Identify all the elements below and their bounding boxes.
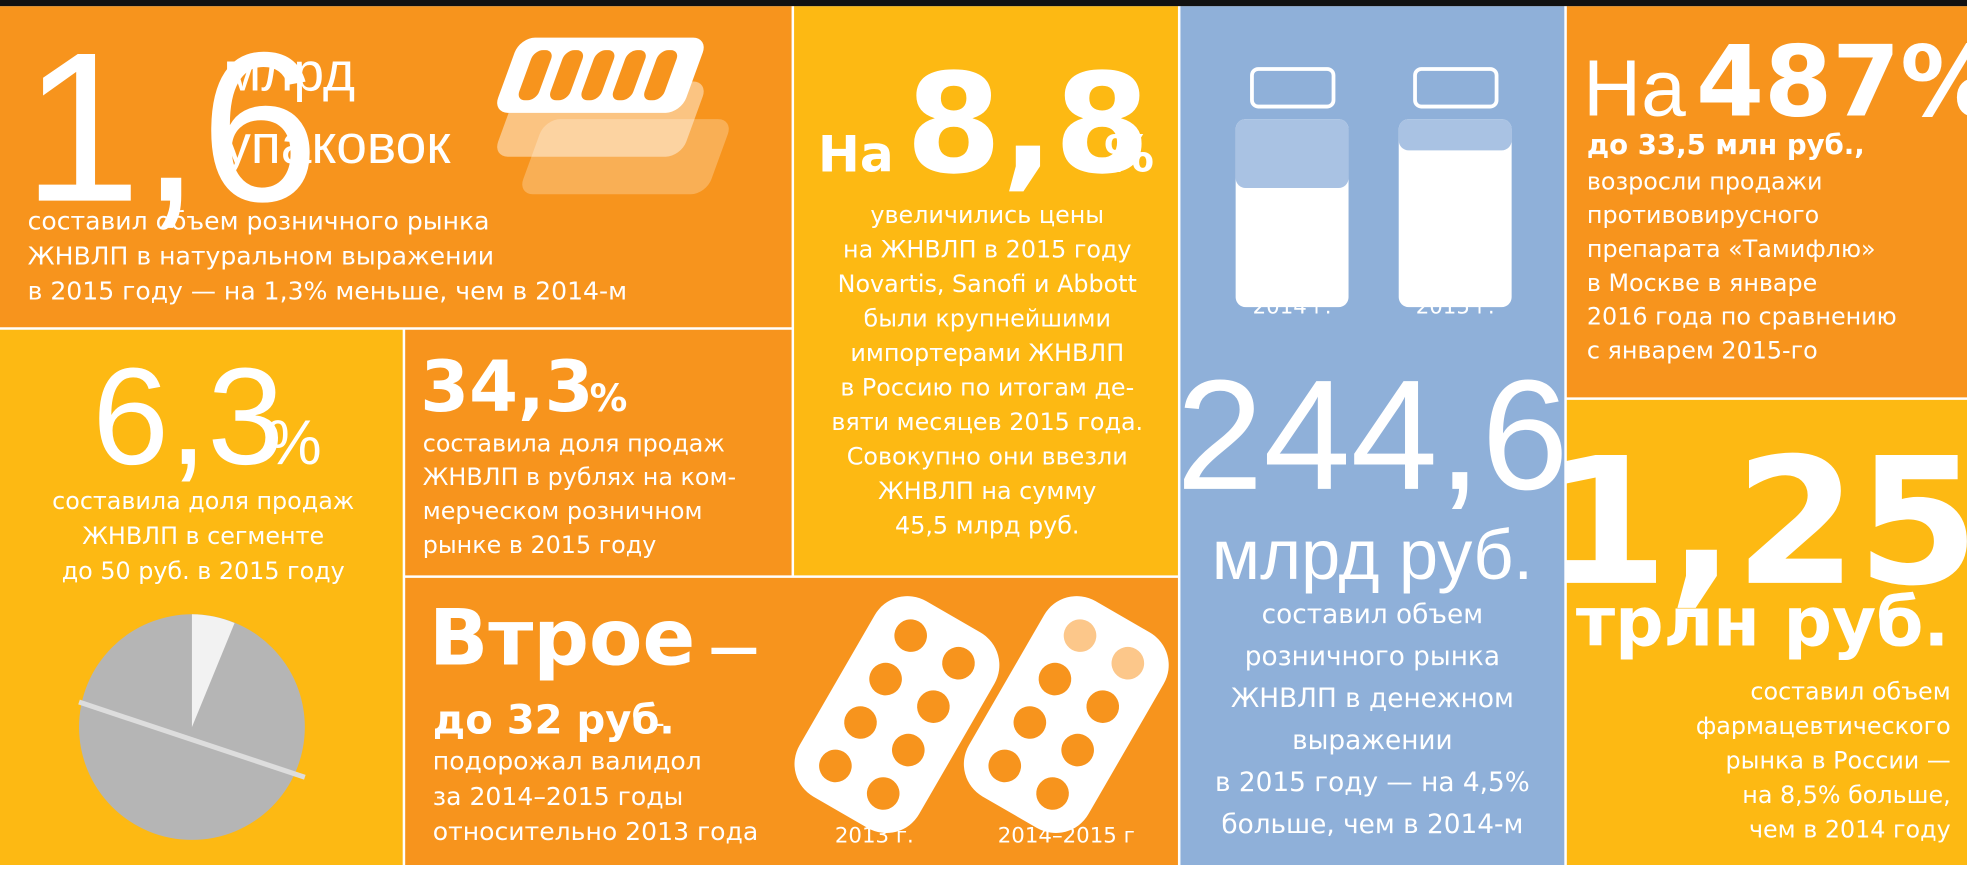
dash: — — [709, 617, 759, 676]
body-line: розничного рынка — [1245, 642, 1500, 672]
body-line: выражении — [1292, 726, 1453, 756]
body-line: возросли продажи — [1587, 167, 1823, 195]
blisters — [497, 37, 729, 195]
body-line: до 50 руб. в 2015 году — [62, 557, 345, 585]
unit: % — [266, 408, 322, 478]
unit: % — [590, 376, 628, 420]
unit: упаковок — [223, 113, 451, 175]
pill-label: 2013 г. — [835, 823, 914, 848]
body-line: составил объем розничного рынка — [28, 206, 490, 235]
body-line: с январем 2015-го — [1587, 337, 1818, 365]
headline: Втрое — [429, 593, 695, 683]
body-line: ЖНВЛП в денежном — [1231, 684, 1514, 714]
big-number: 34,3 — [420, 346, 593, 428]
body-line: импортерами ЖНВЛП — [850, 339, 1124, 367]
body-line: составил объем — [1262, 600, 1483, 630]
big-number: 1,25 — [1546, 421, 1967, 625]
unit: % — [1104, 125, 1154, 184]
body-line: в 2015 году — на 1,3% меньше, чем в 2014… — [28, 277, 627, 306]
body-line: на 8,5% больше, — [1742, 781, 1950, 809]
top-bar — [0, 0, 1967, 7]
body-line: ЖНВЛП в сегменте — [82, 522, 324, 550]
body-line: ЖНВЛП в рублях на ком- — [423, 463, 736, 491]
prefix: На — [1583, 43, 1686, 133]
panel-share-rub — [403, 328, 793, 577]
pie — [78, 614, 306, 840]
body-line: ЖНВЛП на сумму — [878, 477, 1096, 505]
body-line: фармацевтического — [1696, 712, 1951, 740]
panel-borders — [0, 6, 1967, 865]
subhead: до 33,5 млн руб., — [1587, 128, 1865, 161]
big-number: 6,3 — [92, 340, 284, 494]
bottles — [1235, 67, 1512, 308]
panel-tamiflu — [1565, 6, 1967, 399]
unit: трлн руб. — [1576, 583, 1949, 662]
panel-prices — [792, 6, 1180, 577]
body-line: за 2014–2015 годы — [433, 782, 684, 811]
body-line: мерческом розничном — [423, 497, 703, 525]
bottle-label: 2014 г. — [1253, 294, 1332, 319]
body-line: составила доля продаж — [52, 487, 354, 515]
big-number: 1,6 — [23, 9, 319, 247]
body-line: больше, чем в 2014-м — [1221, 810, 1523, 840]
body-line: подорожал валидол — [433, 747, 702, 776]
big-number: 8,8 — [906, 44, 1150, 205]
body-line: вяти месяцев 2015 года. — [831, 408, 1143, 436]
body-line: Совокупно они ввезли — [847, 442, 1128, 470]
body-line: в Россию по итогам де- — [840, 374, 1134, 402]
big-number: 487%, — [1696, 25, 1967, 139]
body-line: составил объем — [1750, 678, 1950, 706]
subhead: до 32 руб. — [433, 697, 675, 743]
panel-pharma — [1565, 398, 1967, 865]
pill-label: 2014–2015 г — [998, 823, 1135, 848]
body-line: относительно 2013 года — [433, 817, 758, 846]
body-line: составила доля продаж — [423, 429, 725, 457]
body-line: в 2015 году — на 4,5% — [1215, 768, 1530, 798]
body-line: препарата «Тамифлю» — [1587, 235, 1876, 263]
unit: млрд руб. — [1212, 515, 1533, 594]
body-line: в Москве в январе — [1587, 269, 1817, 297]
dash: – — [650, 706, 665, 741]
unit: млрд — [223, 40, 355, 102]
body-line: на ЖНВЛП в 2015 году — [843, 236, 1132, 264]
body-line: ЖНВЛП в натуральном выражении — [28, 242, 495, 271]
body-line: рынка в России — — [1726, 746, 1951, 774]
big-number: 244,6 — [1176, 348, 1568, 523]
body-line: 45,5 млрд руб. — [895, 511, 1079, 539]
bottle-label: 2015 г. — [1416, 294, 1495, 319]
prefix: На — [818, 125, 894, 184]
body-line: были крупнейшими — [864, 305, 1111, 333]
body-line: противовирусного — [1587, 201, 1819, 229]
body-line: рынке в 2015 году — [423, 531, 657, 559]
body-line: увеличились цены — [870, 201, 1104, 229]
validol-pills — [794, 596, 1169, 833]
body-line: чем в 2014 году — [1749, 815, 1951, 843]
body-line: 2016 года по сравнению — [1587, 303, 1897, 331]
body-line: Novartis, Sanofi и Abbott — [838, 270, 1137, 298]
